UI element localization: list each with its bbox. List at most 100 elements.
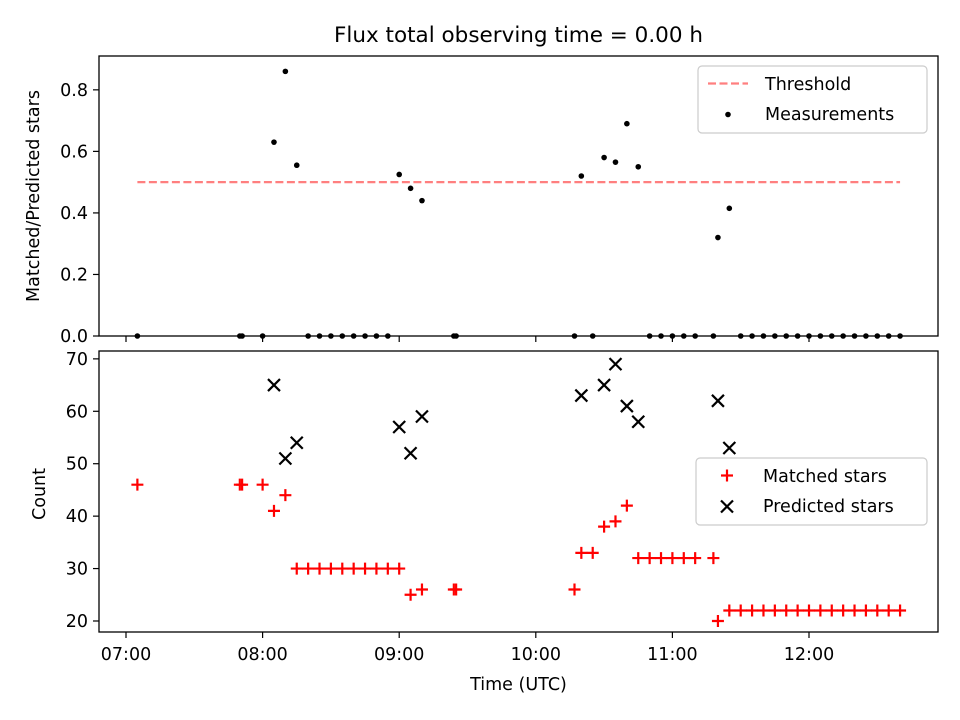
- bottom-y-tick-label: 30: [66, 560, 88, 580]
- matched-legend-swatch: [721, 469, 733, 482]
- top-y-tick-label: 0.2: [60, 265, 88, 285]
- matched-star-point: [643, 552, 656, 565]
- matched-star-point: [803, 604, 815, 617]
- top-axes-frame: [98, 55, 939, 337]
- matched-star-point: [404, 588, 417, 601]
- bottom-y-ticks: 20 30 40 50 60 70: [66, 350, 99, 632]
- matched-star-point: [894, 604, 907, 617]
- measurements-legend-swatch: [725, 111, 731, 118]
- matched-star-point: [620, 499, 633, 512]
- predicted-star-point: [278, 451, 293, 466]
- bottom-legend: Matched stars Predicted stars: [695, 457, 928, 526]
- measurement-point: [282, 68, 289, 75]
- matched-star-point: [336, 562, 349, 575]
- top-panel: 0.00.20.40.60.8 Matched/Predicted stars …: [24, 55, 939, 347]
- bottom-axes-frame: [98, 350, 939, 633]
- threshold-legend-label: Threshold: [764, 75, 851, 95]
- measurement-point: [407, 185, 414, 192]
- matched-star-point: [324, 562, 337, 575]
- bottom-legend-box: [695, 457, 928, 526]
- predicted-legend-swatch: [720, 499, 734, 514]
- predicted-star-point: [574, 388, 589, 403]
- predicted-star-point: [620, 399, 634, 413]
- measurement-point: [601, 154, 607, 161]
- matched-star-point: [575, 546, 588, 559]
- matched-star-point: [236, 478, 249, 491]
- measurements-legend-label: Measurements: [765, 105, 894, 125]
- x-tick-label: 08:00: [237, 645, 287, 665]
- bottom-y-tick-label: 40: [66, 507, 88, 527]
- x-tick-label: 11:00: [647, 645, 697, 665]
- x-tick-label: 10:00: [511, 645, 561, 665]
- top-x-ticks: [125, 336, 810, 342]
- top-legend: Threshold Measurements: [697, 65, 928, 134]
- bottom-plot-area: [131, 357, 907, 627]
- predicted-legend-label: Predicted stars: [763, 497, 894, 517]
- predicted-star-point: [392, 420, 406, 434]
- measurement-point: [396, 171, 403, 178]
- matched-star-point: [347, 562, 360, 575]
- predicted-star-point: [415, 409, 429, 424]
- matched-star-point: [609, 515, 622, 528]
- top-y-tick-label: 0.8: [60, 81, 88, 101]
- top-y-tick-label: 0.0: [60, 327, 88, 347]
- measurement-point: [419, 197, 425, 204]
- matched-star-point: [882, 604, 895, 617]
- matched-star-point: [848, 604, 861, 617]
- matched-star-point: [279, 489, 292, 502]
- matched-star-point: [723, 604, 736, 617]
- matched-star-point: [370, 562, 383, 575]
- matched-star-point: [267, 504, 280, 517]
- matched-star-point: [131, 478, 144, 491]
- matched-star-point: [791, 604, 804, 617]
- matched-star-point: [302, 562, 315, 575]
- x-axis-label: Time (UTC): [469, 675, 567, 695]
- matched-star-point: [780, 604, 793, 617]
- bottom-x-ticks: 07:00 08:00 09:00 10:00 11:00 12:00: [101, 632, 834, 665]
- matched-star-point: [256, 478, 269, 491]
- matched-star-point: [568, 583, 581, 596]
- top-y-tick-label: 0.4: [60, 204, 88, 224]
- bottom-y-tick-label: 70: [66, 350, 88, 370]
- predicted-star-point: [289, 435, 304, 450]
- matched-star-point: [393, 562, 406, 575]
- measurement-point: [715, 234, 721, 241]
- matched-star-point: [677, 552, 690, 565]
- matched-star-point: [837, 604, 850, 617]
- predicted-star-point: [608, 357, 623, 371]
- predicted-star-point: [403, 446, 418, 461]
- bottom-y-tick-label: 20: [66, 612, 88, 632]
- predicted-star-point: [631, 414, 646, 429]
- top-y-ticks: 0.0 0.2 0.4 0.6 0.8: [60, 81, 99, 347]
- matched-star-point: [734, 604, 747, 617]
- top-y-tick-label: 0.6: [60, 142, 88, 162]
- predicted-star-point: [267, 378, 281, 392]
- matched-star-point: [450, 583, 463, 596]
- matched-star-point: [768, 604, 781, 617]
- matched-star-point: [707, 552, 720, 565]
- matched-star-point: [814, 604, 827, 617]
- bottom-y-tick-label: 50: [66, 455, 88, 475]
- matched-star-point: [415, 583, 428, 596]
- x-tick-label: 09:00: [374, 645, 424, 665]
- top-y-axis-label: Matched/Predicted stars: [24, 90, 44, 302]
- measurement-point: [624, 120, 630, 127]
- bottom-y-axis-label: Count: [30, 468, 50, 520]
- matched-star-point: [711, 614, 724, 627]
- matched-star-point: [598, 520, 611, 533]
- matched-star-point: [381, 562, 394, 575]
- matched-star-point: [313, 562, 326, 575]
- measurement-point: [726, 205, 733, 212]
- measurement-point: [578, 173, 585, 179]
- x-tick-label: 07:00: [101, 645, 151, 665]
- matched-star-point: [871, 604, 884, 617]
- matched-star-point: [666, 552, 679, 565]
- matched-star-point: [746, 604, 759, 617]
- predicted-star-point: [597, 378, 611, 392]
- matched-star-point: [359, 562, 372, 575]
- top-legend-box: [697, 65, 928, 134]
- predicted-star-point: [711, 394, 725, 408]
- matched-star-point: [757, 604, 770, 617]
- matched-star-point: [632, 552, 645, 565]
